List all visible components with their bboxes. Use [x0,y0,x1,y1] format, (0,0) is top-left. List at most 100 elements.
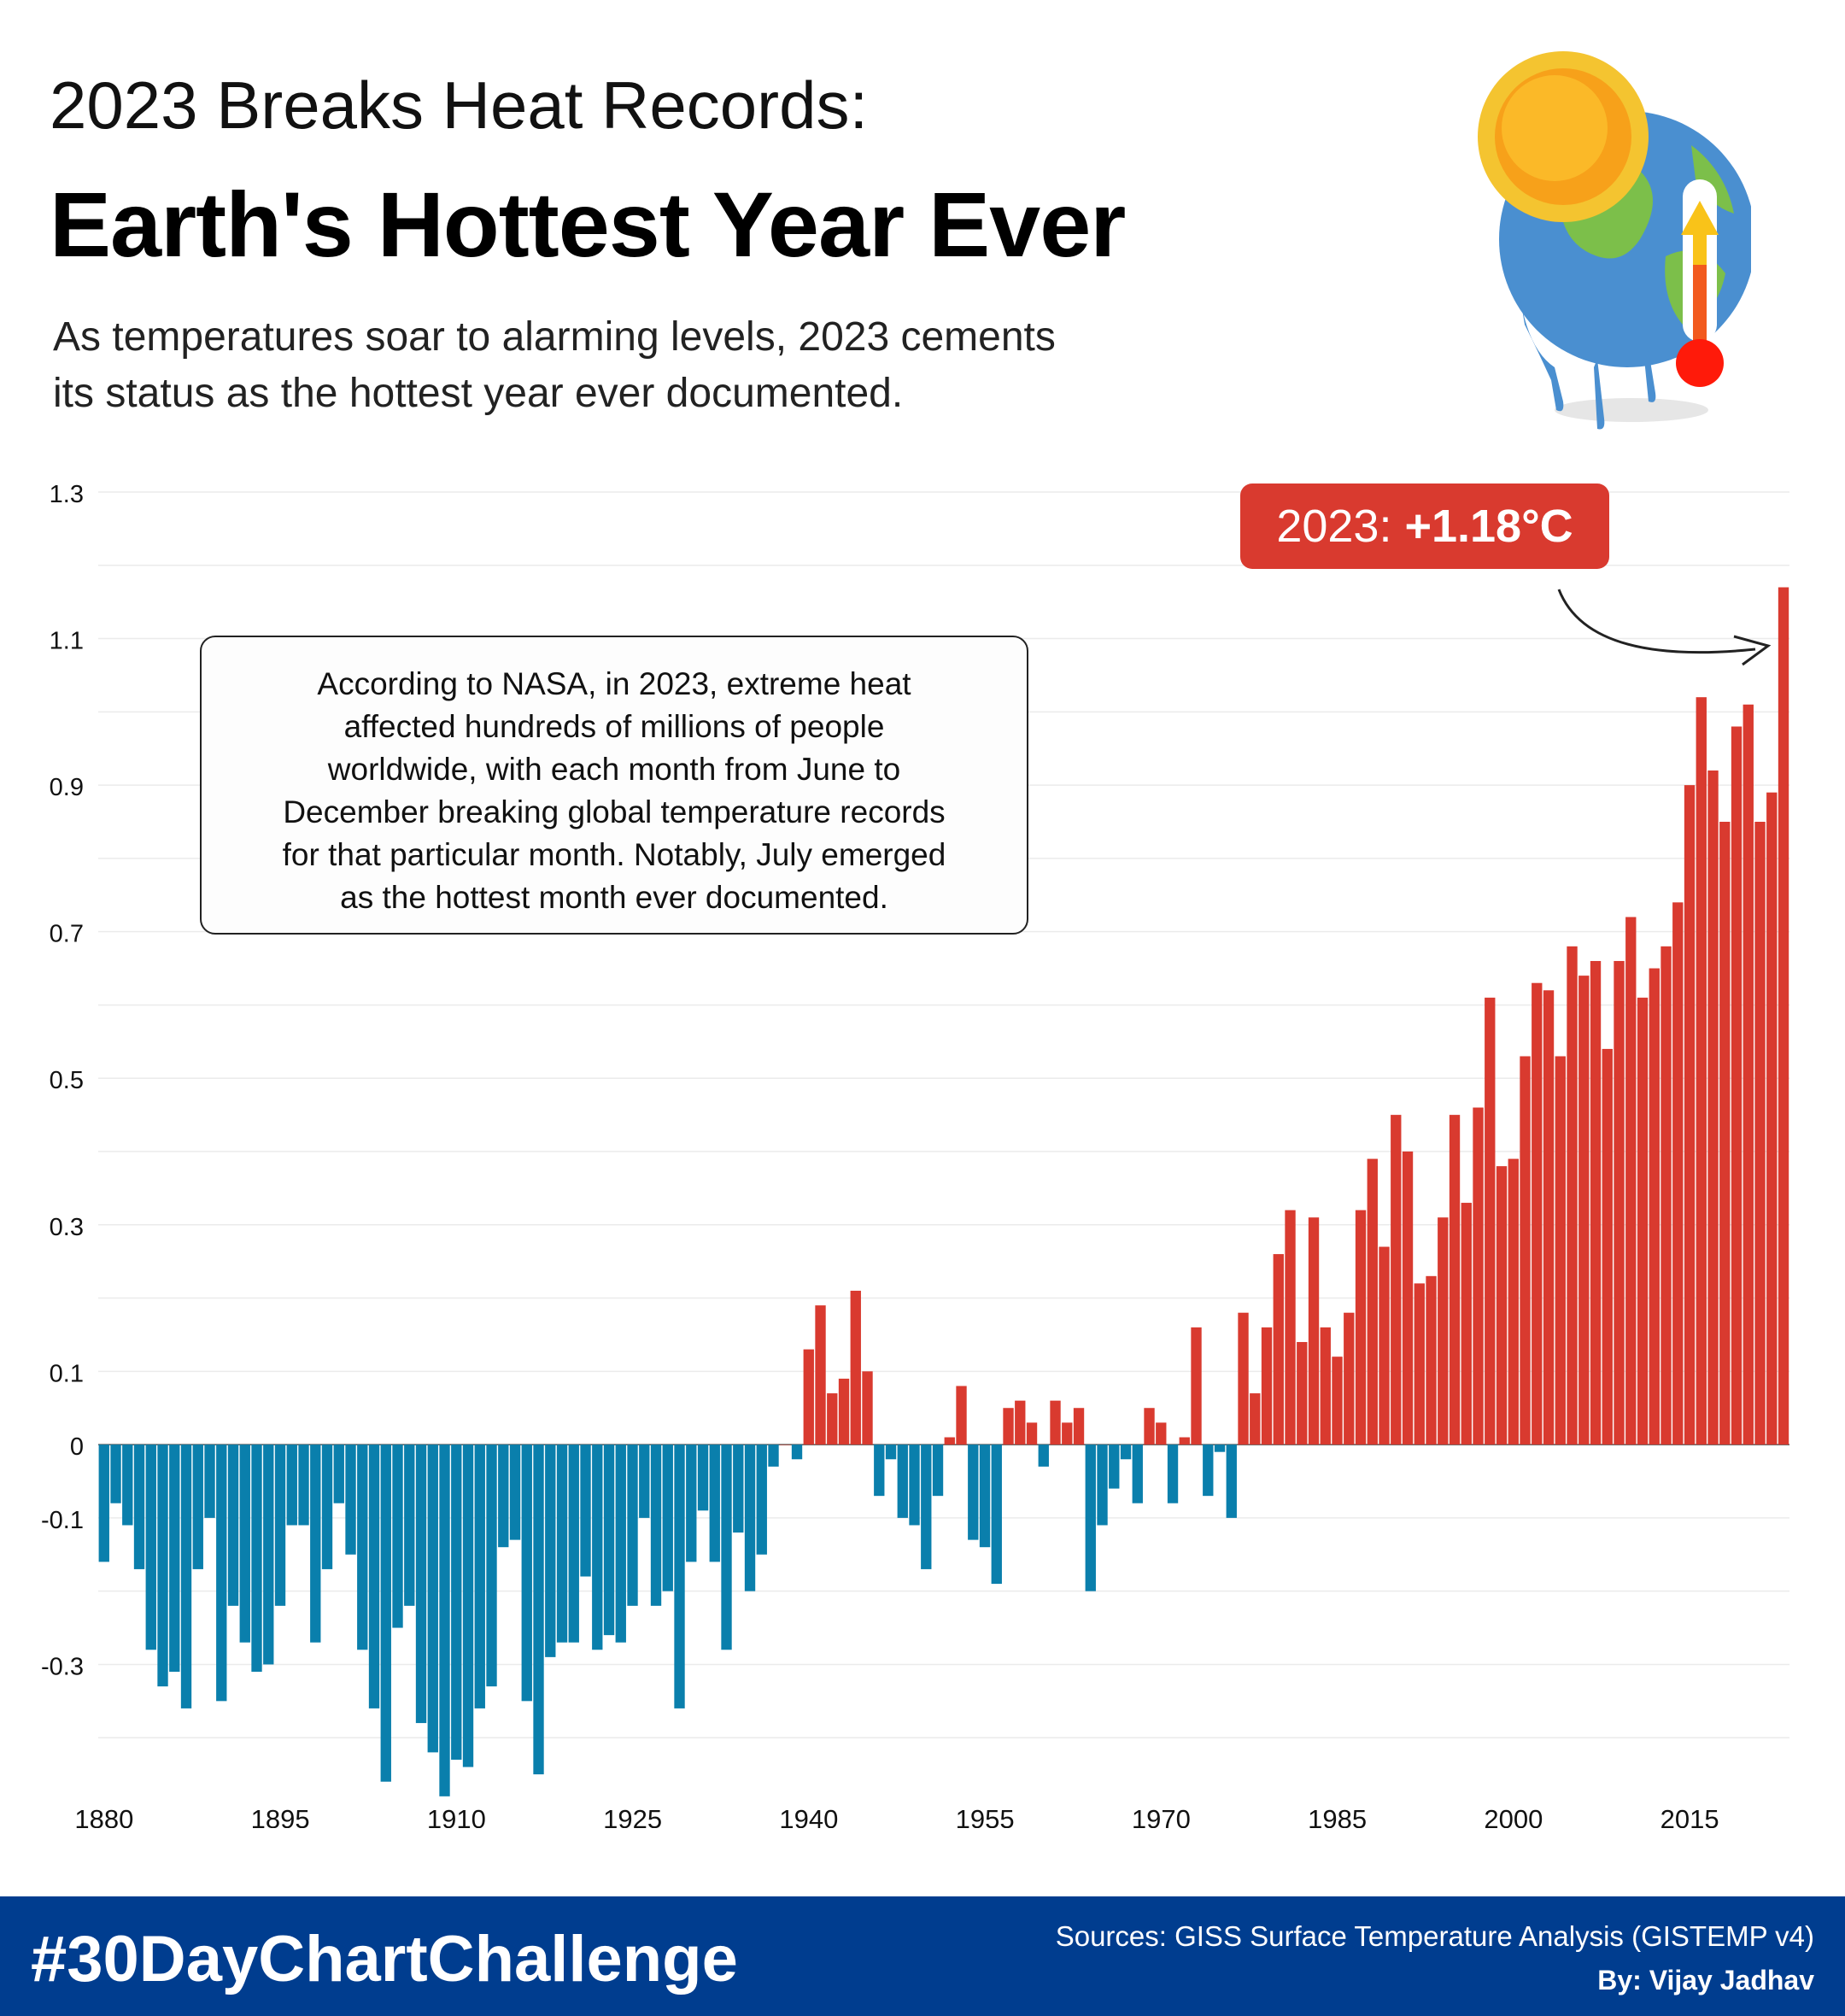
bar-2006 [1578,976,1590,1445]
bar-1909 [439,1445,450,1796]
bar-1919 [556,1445,568,1643]
bar-1906 [404,1445,415,1606]
subtitle-line: its status as the hottest year ever docu… [53,371,904,416]
y-tick-label: 0.7 [50,921,84,948]
bar-1923 [603,1445,615,1636]
bar-2009 [1614,960,1625,1445]
bar-1968 [1132,1445,1143,1503]
y-tick-label: 0 [70,1433,84,1461]
bar-2013 [1660,946,1672,1445]
annotation-line: December breaking global temperature rec… [283,794,946,829]
bar-2018 [1719,822,1731,1445]
bar-2000 [1508,1158,1519,1445]
y-tick-label: 0.5 [50,1067,84,1094]
bar-1936 [756,1445,767,1555]
bar-2007 [1590,960,1602,1445]
bar-2015 [1684,785,1696,1445]
bar-1896 [286,1445,297,1526]
callout-arrow [1557,589,1756,654]
bar-1902 [357,1445,368,1650]
bar-1892 [239,1445,250,1643]
y-tick-label: 0.1 [50,1360,84,1387]
bar-1963 [1073,1408,1085,1445]
bar-1949 [909,1445,920,1526]
bar-1899 [321,1445,333,1569]
x-tick-label: 1925 [603,1804,662,1828]
bar-1981 [1285,1210,1296,1445]
bar-1937 [768,1445,779,1467]
bar-1967 [1120,1445,1132,1460]
bar-1988 [1367,1158,1378,1445]
bar-1915 [509,1445,521,1540]
bar-1948 [897,1445,908,1518]
y-tick-label: 0.9 [50,774,84,801]
bar-1983 [1308,1217,1320,1445]
bar-1974 [1203,1445,1214,1497]
x-tick-label: 1985 [1308,1804,1367,1828]
title-line-2: Earth's Hottest Year Ever [50,173,1126,276]
bar-1958 [1015,1400,1026,1445]
bar-1934 [733,1445,744,1533]
bar-1889 [204,1445,215,1518]
bar-1907 [415,1445,427,1724]
sources: Sources: GISS Surface Temperature Analys… [1055,1920,1814,1952]
bar-1882 [122,1445,133,1526]
bar-1995 [1449,1115,1461,1445]
bar-1944 [850,1290,861,1445]
bar-1966 [1109,1445,1120,1489]
bar-1935 [744,1445,756,1591]
bar-2017 [1707,770,1719,1445]
bar-1946 [874,1445,885,1497]
bar-1969 [1144,1408,1155,1445]
bar-1998 [1485,997,1496,1445]
subtitle-line: As temperatures soar to alarming levels,… [53,314,1056,360]
bar-1920 [568,1445,579,1643]
bar-1942 [827,1393,838,1445]
bar-2011 [1637,997,1649,1445]
bar-1886 [169,1445,180,1673]
bar-1945 [862,1371,873,1445]
bar-2021 [1754,822,1766,1445]
melting-earth-sun-thermometer-icon [1478,51,1751,430]
bar-1925 [627,1445,638,1606]
bar-1961 [1050,1400,1061,1445]
bar-1921 [580,1445,591,1577]
bar-1913 [486,1445,497,1687]
title-line-1: 2023 Breaks Heat Records: [50,67,869,143]
bar-1972 [1179,1437,1190,1445]
bar-1951 [932,1445,944,1497]
bar-1914 [498,1445,509,1548]
y-tick-label: 0.3 [50,1214,84,1241]
annotation-line: for that particular month. Notably, July… [282,837,946,872]
bar-1918 [545,1445,556,1657]
bar-1927 [650,1445,662,1606]
bar-1895 [274,1445,286,1606]
bar-1917 [533,1445,544,1775]
bar-1890 [216,1445,227,1702]
y-tick-label: -0.1 [41,1507,84,1534]
bar-1893 [251,1445,262,1673]
bar-1980 [1273,1254,1284,1445]
record-callout: 2023: +1.18°C [1240,483,1609,569]
bar-1994 [1438,1217,1449,1445]
bar-1900 [333,1445,344,1503]
bar-1964 [1085,1445,1096,1591]
bar-1986 [1344,1312,1355,1445]
bar-1959 [1026,1422,1038,1445]
bar-1947 [885,1445,897,1460]
bar-1976 [1226,1445,1237,1518]
bar-1956 [991,1445,1002,1585]
bar-1965 [1097,1445,1108,1526]
callout-value: +1.18°C [1404,501,1573,552]
bar-1984 [1320,1327,1331,1445]
bar-1888 [192,1445,203,1569]
bar-1996 [1461,1203,1472,1445]
bar-1894 [263,1445,274,1665]
bar-1911 [462,1445,474,1767]
y-tick-label: 1.3 [50,481,84,508]
annotation-line: affected hundreds of millions of people [343,709,885,744]
bar-1928 [662,1445,673,1591]
bar-1922 [592,1445,603,1650]
bar-2014 [1672,902,1684,1445]
bar-1952 [944,1437,955,1445]
